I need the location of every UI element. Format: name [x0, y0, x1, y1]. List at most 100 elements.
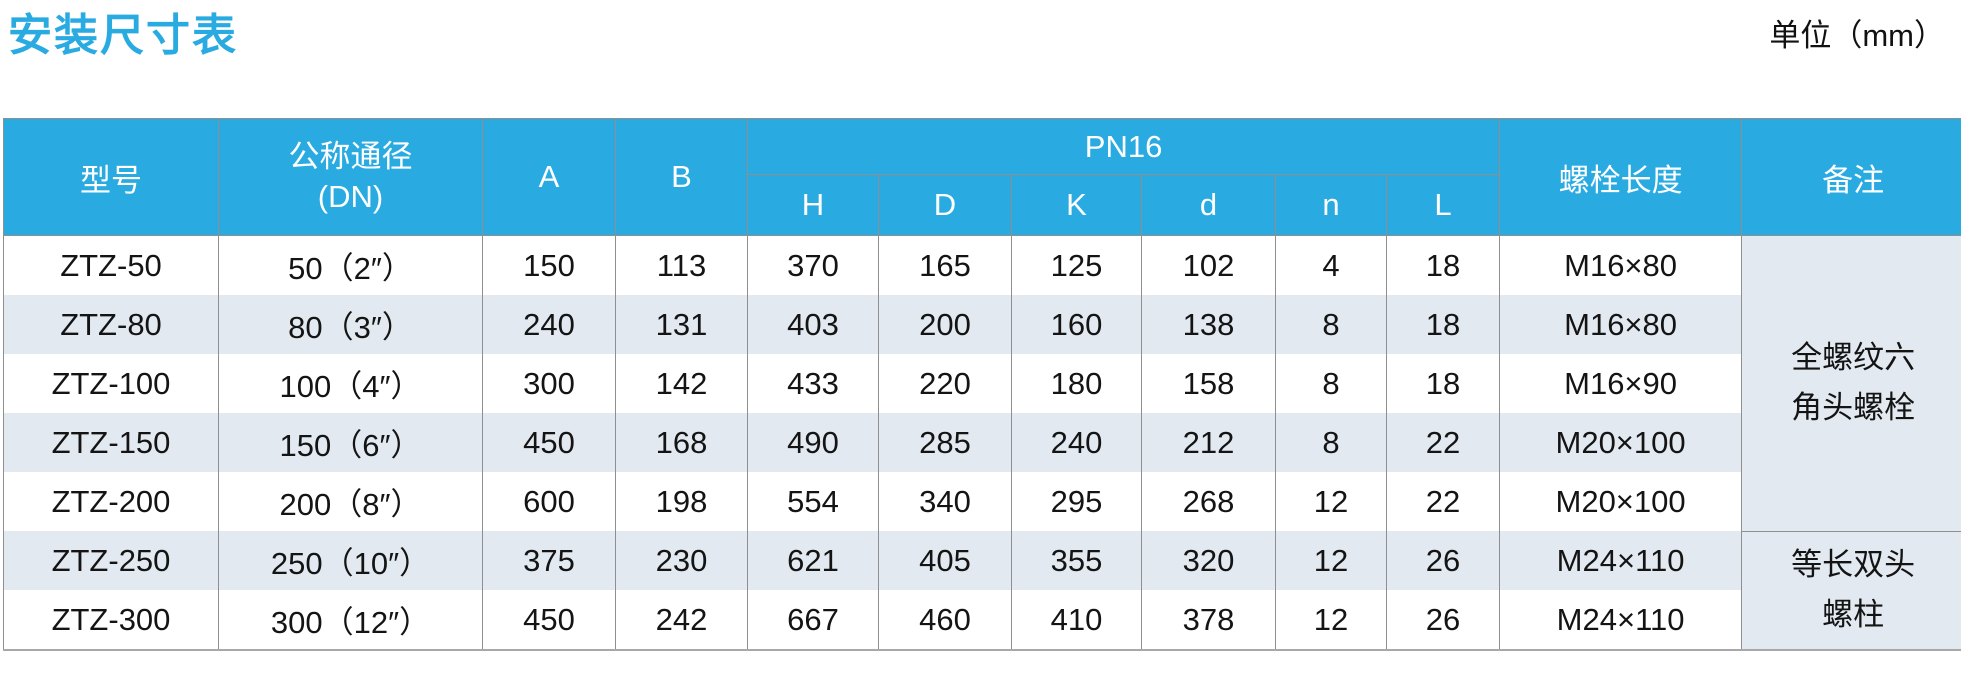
k-cell: 355 [1011, 531, 1142, 590]
l-cell: 22 [1385, 472, 1501, 531]
l-cell: 26 [1385, 590, 1501, 650]
d-small-cell: 138 [1141, 295, 1276, 354]
d-small-cell: 212 [1141, 413, 1276, 472]
b-cell: 242 [615, 590, 748, 650]
h-cell: 667 [747, 590, 879, 650]
b-cell: 131 [615, 295, 748, 354]
d-small-cell: 102 [1141, 235, 1276, 295]
table-row: ZTZ-80 80（3″） 240 131 403 200 160 138 8 18 M16×80 [3, 295, 1961, 354]
bolt-length-cell: M24×110 [1499, 590, 1743, 650]
col-header-k: K [1011, 174, 1142, 236]
l-cell: 18 [1385, 295, 1501, 354]
n-cell: 12 [1275, 590, 1387, 650]
d-cell: 340 [878, 472, 1012, 531]
k-cell: 410 [1011, 590, 1142, 650]
d-small-cell: 268 [1141, 472, 1276, 531]
table-row: ZTZ-200 200（8″） 600 198 554 340 295 268 12 22 M20×… [3, 472, 1961, 531]
table-body: ZTZ-50 50（2″） 150 113 370 165 125 102 4 18 M16×80 全… [3, 235, 1961, 650]
top-bar: 安装尺寸表 单位（mm） [0, 0, 1961, 108]
a-cell: 300 [482, 354, 616, 413]
l-cell: 18 [1385, 235, 1501, 295]
model-cell: ZTZ-200 [3, 472, 219, 531]
col-header-h: H [747, 174, 879, 236]
b-cell: 142 [615, 354, 748, 413]
h-cell: 370 [747, 235, 879, 295]
remark-cell: 全螺纹六角头螺栓 [1741, 235, 1961, 531]
model-cell: ZTZ-250 [3, 531, 219, 590]
bolt-length-cell: M16×80 [1499, 295, 1743, 354]
h-cell: 621 [747, 531, 879, 590]
d-small-cell: 158 [1141, 354, 1276, 413]
d-cell: 460 [878, 590, 1012, 650]
d-cell: 200 [878, 295, 1012, 354]
dn-cell: 300（12″） [218, 590, 483, 650]
a-cell: 150 [482, 235, 616, 295]
k-cell: 125 [1011, 235, 1142, 295]
col-header-l: L [1385, 174, 1501, 236]
l-cell: 26 [1385, 531, 1501, 590]
k-cell: 295 [1011, 472, 1142, 531]
model-cell: ZTZ-300 [3, 590, 219, 650]
bolt-length-cell: M16×80 [1499, 235, 1743, 295]
dn-cell: 200（8″） [218, 472, 483, 531]
n-cell: 4 [1275, 235, 1387, 295]
table-row: ZTZ-250 250（10″） 375 230 621 405 355 320 12 26 M24… [3, 530, 1961, 650]
b-cell: 198 [615, 472, 748, 531]
installation-dimensions-table: 型号 公称通径 (DN) A B PN16 螺栓长度 备注 H D K d n … [3, 118, 1961, 651]
col-header-d-small: d [1141, 174, 1276, 236]
l-cell: 22 [1385, 413, 1501, 472]
col-header-pn16: PN16 [746, 118, 1501, 175]
k-cell: 180 [1011, 354, 1142, 413]
bolt-length-cell: M20×100 [1499, 413, 1743, 472]
table-header: 型号 公称通径 (DN) A B PN16 螺栓长度 备注 H D K d n … [3, 118, 1961, 236]
model-cell: ZTZ-50 [3, 235, 219, 295]
n-cell: 12 [1275, 531, 1387, 590]
h-cell: 554 [747, 472, 879, 531]
col-header-dn-line2: (DN) [317, 179, 384, 214]
unit-label: 单位（mm） [1769, 18, 1945, 53]
d-small-cell: 378 [1141, 590, 1276, 650]
n-cell: 8 [1275, 413, 1387, 472]
model-cell: ZTZ-150 [3, 413, 219, 472]
a-cell: 450 [482, 590, 616, 650]
n-cell: 8 [1275, 295, 1387, 354]
table-row: ZTZ-300 300（12″） 450 242 667 460 410 378 12 26 M24… [3, 590, 1961, 650]
model-cell: ZTZ-80 [3, 295, 219, 354]
col-header-n: n [1275, 174, 1387, 236]
n-cell: 8 [1275, 354, 1387, 413]
col-header-a: A [482, 118, 616, 236]
d-cell: 165 [878, 235, 1012, 295]
col-header-dn-line1: 公称通径 [288, 139, 413, 174]
col-header-remark: 备注 [1741, 118, 1961, 236]
bolt-length-cell: M24×110 [1499, 531, 1743, 590]
table-row: ZTZ-100 100（4″） 300 142 433 220 180 158 8 18 M16×9… [3, 354, 1961, 413]
table-row: ZTZ-150 150（6″） 450 168 490 285 240 212 8 22 M20×1… [3, 413, 1961, 472]
h-cell: 433 [747, 354, 879, 413]
n-cell: 12 [1275, 472, 1387, 531]
d-cell: 220 [878, 354, 1012, 413]
h-cell: 490 [747, 413, 879, 472]
b-cell: 230 [615, 531, 748, 590]
dn-cell: 250（10″） [218, 531, 483, 590]
a-cell: 450 [482, 413, 616, 472]
d-cell: 285 [878, 413, 1012, 472]
dn-cell: 80（3″） [218, 295, 483, 354]
d-small-cell: 320 [1141, 531, 1276, 590]
b-cell: 113 [615, 235, 748, 295]
k-cell: 240 [1011, 413, 1142, 472]
l-cell: 18 [1385, 354, 1501, 413]
dn-cell: 100（4″） [218, 354, 483, 413]
col-header-b: B [615, 118, 748, 236]
remark-cell: 等长双头螺柱 [1741, 530, 1961, 650]
a-cell: 240 [482, 295, 616, 354]
col-header-model: 型号 [3, 118, 219, 236]
bolt-length-cell: M20×100 [1499, 472, 1743, 531]
h-cell: 403 [747, 295, 879, 354]
bolt-length-cell: M16×90 [1499, 354, 1743, 413]
dn-cell: 50（2″） [218, 235, 483, 295]
table-row: ZTZ-50 50（2″） 150 113 370 165 125 102 4 18 M16×80 全… [3, 235, 1961, 531]
col-header-d: D [878, 174, 1012, 236]
dn-cell: 150（6″） [218, 413, 483, 472]
b-cell: 168 [615, 413, 748, 472]
page-title: 安装尺寸表 [8, 11, 238, 60]
